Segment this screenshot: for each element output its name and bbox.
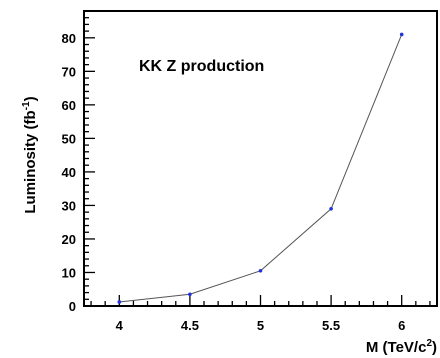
y-axis-label: Luminosity (fb-1) [21, 96, 39, 213]
y-tick-label: 30 [62, 198, 76, 213]
y-axis-ticks: 0 10 20 30 40 50 60 70 80 [62, 10, 95, 314]
y-tick-label: 80 [62, 31, 76, 46]
data-point [399, 32, 404, 37]
y-tick-label: 10 [62, 265, 76, 280]
y-tick-label: 70 [62, 64, 76, 79]
data-point [188, 292, 192, 297]
data-point [117, 300, 122, 304]
y-tick-label: 60 [62, 98, 76, 113]
plot-frame [83, 10, 438, 307]
data-point [329, 206, 333, 211]
series-group [117, 32, 404, 304]
y-tick-label: 50 [62, 131, 76, 146]
y-axis-label-end: ) [22, 96, 39, 101]
x-axis-label-sup: 2 [426, 338, 432, 349]
y-tick-label: 40 [62, 165, 76, 180]
y-axis-label-main: Luminosity (fb [22, 110, 39, 213]
x-tick-label: 5.5 [322, 318, 340, 333]
y-tick-label: 0 [69, 299, 76, 314]
x-axis-ticks: 4 4.5 5 5.5 6 [90, 295, 431, 333]
x-axis-label-main: M (TeV/c [366, 339, 427, 356]
x-axis-label-end: ) [432, 339, 437, 356]
x-tick-label: 4.5 [181, 318, 199, 333]
x-axis-label: M (TeV/c2) [366, 338, 437, 356]
y-axis-label-sup: -1 [21, 101, 32, 110]
chart-annotation: KK Z production [139, 58, 264, 75]
x-tick-label: 6 [398, 318, 405, 333]
data-point [258, 269, 263, 273]
x-tick-label: 5 [257, 318, 264, 333]
x-tick-label: 4 [116, 318, 124, 333]
y-tick-label: 20 [62, 232, 76, 247]
